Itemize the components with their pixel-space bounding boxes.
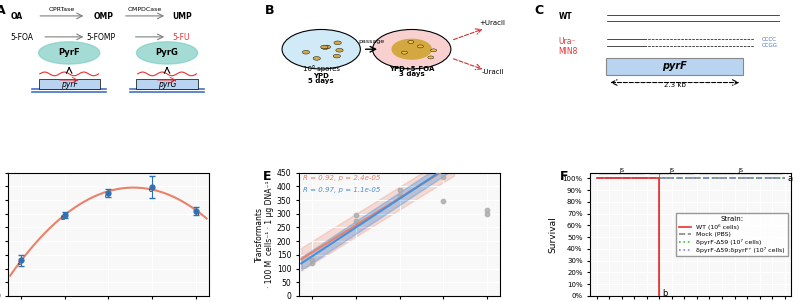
Ellipse shape: [137, 42, 197, 64]
Text: JS: JS: [670, 168, 674, 173]
Circle shape: [328, 40, 336, 44]
Text: CCGG: CCGG: [761, 43, 777, 48]
Text: 3 days: 3 days: [399, 71, 424, 77]
Circle shape: [336, 44, 343, 48]
Text: b: b: [61, 215, 66, 221]
Point: [393, 194, 406, 198]
Text: YPD+5-FOA: YPD+5-FOA: [389, 66, 435, 72]
Text: E: E: [263, 170, 272, 183]
Text: YPD: YPD: [313, 72, 329, 79]
Text: CCCC: CCCC: [761, 37, 777, 42]
Text: WT: WT: [559, 12, 572, 21]
Text: pyrF: pyrF: [61, 80, 78, 89]
Y-axis label: Transformants
· 100 M  cells⁻¹ · 1 μg DNA⁻¹: Transformants · 100 M cells⁻¹ · 1 μg DNA…: [255, 181, 274, 288]
Text: OMP: OMP: [93, 12, 113, 21]
Circle shape: [372, 30, 451, 69]
Point: [480, 211, 493, 216]
FancyBboxPatch shape: [137, 79, 197, 89]
Text: OMPDCase: OMPDCase: [128, 7, 162, 12]
Circle shape: [305, 56, 312, 60]
Circle shape: [309, 43, 317, 47]
Text: 5 days: 5 days: [308, 78, 334, 84]
Point: [437, 174, 450, 179]
Point: [306, 258, 319, 263]
Point: [306, 261, 319, 265]
Text: a: a: [787, 174, 793, 183]
Point: [349, 213, 362, 217]
Text: 5-FU: 5-FU: [172, 33, 189, 42]
Text: PyrG: PyrG: [156, 48, 178, 57]
Text: a: a: [18, 260, 22, 266]
Text: UMP: UMP: [172, 12, 192, 21]
Text: OA: OA: [10, 12, 22, 21]
Text: c: c: [149, 187, 153, 193]
Text: Ura⁻
MIN8: Ura⁻ MIN8: [559, 37, 578, 56]
Point: [437, 199, 450, 204]
Text: 5-FOA: 5-FOA: [10, 33, 34, 42]
Text: 2.3 kb: 2.3 kb: [664, 82, 686, 88]
Text: b: b: [195, 211, 199, 217]
Point: [349, 218, 362, 223]
Text: passage: passage: [358, 39, 384, 44]
Circle shape: [299, 43, 307, 47]
Text: b: b: [662, 289, 667, 298]
Text: -Uracil: -Uracil: [481, 69, 504, 75]
Circle shape: [332, 48, 340, 51]
Circle shape: [282, 30, 360, 69]
Text: A: A: [0, 4, 6, 17]
Y-axis label: Survival: Survival: [548, 216, 557, 253]
Legend: WT (10⁶ cells), Mock (PBS), δpyrF-Δ59 (10⁷ cells), δpyrF-Δ59;δpyrF⁺ (10⁷ cells): WT (10⁶ cells), Mock (PBS), δpyrF-Δ59 (1…: [675, 213, 788, 256]
Point: [393, 188, 406, 193]
Text: R = 0.97, p = 1.1e-05: R = 0.97, p = 1.1e-05: [303, 188, 380, 193]
Text: pyrF: pyrF: [662, 62, 687, 72]
Circle shape: [392, 53, 397, 56]
Text: 10⁶ spores: 10⁶ spores: [303, 66, 340, 72]
Point: [480, 207, 493, 212]
Circle shape: [393, 53, 399, 56]
FancyBboxPatch shape: [606, 59, 743, 75]
Circle shape: [421, 52, 427, 55]
Text: OPRTase: OPRTase: [49, 7, 75, 12]
Text: B: B: [265, 4, 274, 17]
Circle shape: [332, 44, 339, 48]
Text: c: c: [105, 193, 109, 199]
FancyBboxPatch shape: [38, 79, 100, 89]
Text: F: F: [560, 170, 569, 183]
Text: pyrG: pyrG: [158, 80, 177, 89]
Circle shape: [403, 43, 408, 46]
Text: 5-FOMP: 5-FOMP: [86, 33, 115, 42]
Text: PyrF: PyrF: [58, 48, 80, 57]
Circle shape: [421, 48, 427, 51]
Text: JS: JS: [619, 168, 624, 173]
Ellipse shape: [38, 42, 100, 64]
Text: +Uracil: +Uracil: [479, 20, 506, 26]
Text: C: C: [534, 4, 543, 17]
Circle shape: [392, 39, 431, 59]
Text: R = 0.92, p = 2.4e-05: R = 0.92, p = 2.4e-05: [303, 175, 380, 181]
Circle shape: [304, 56, 312, 59]
Text: JS: JS: [738, 168, 743, 173]
